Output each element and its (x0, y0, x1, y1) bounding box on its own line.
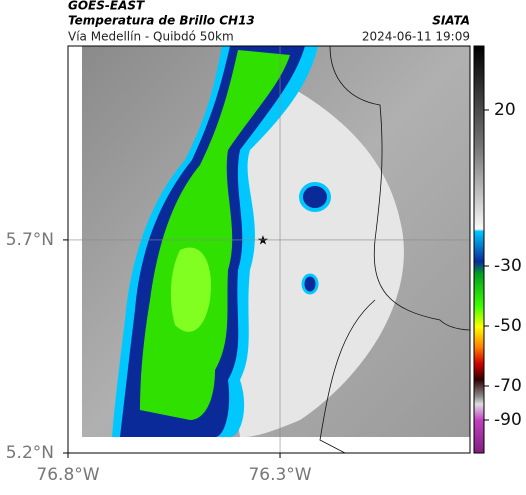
agency: SIATA (432, 14, 470, 28)
x-tick-label: 76.3°W (248, 465, 311, 485)
timestamp: 2024-06-11 19:09 (362, 30, 470, 44)
cell (299, 182, 331, 212)
title: Temperatura de Brillo CH13 (68, 14, 255, 28)
colorbar-label: -70 (494, 376, 522, 396)
cell (301, 273, 319, 295)
subtitle: Vía Medellín - Quibdó 50km (68, 30, 234, 44)
colorbar-label: -30 (494, 256, 522, 276)
warm-area (220, 60, 404, 437)
imagery: ★ (82, 45, 471, 454)
colorbar-label: -50 (494, 316, 522, 336)
x-tick-label: 76.8°W (36, 465, 99, 485)
y-tick-label: 5.7°N (6, 230, 54, 250)
colorbar-label: -90 (494, 410, 522, 430)
cloud-core (170, 247, 211, 332)
product: GOES-EAST (68, 0, 145, 13)
colorbar-label: 20 (494, 100, 516, 120)
cloud-green (140, 50, 290, 420)
colorbar (473, 45, 485, 454)
map-frame (67, 45, 471, 454)
y-tick-label: 5.2°N (6, 443, 54, 463)
location-star: ★ (257, 234, 269, 249)
